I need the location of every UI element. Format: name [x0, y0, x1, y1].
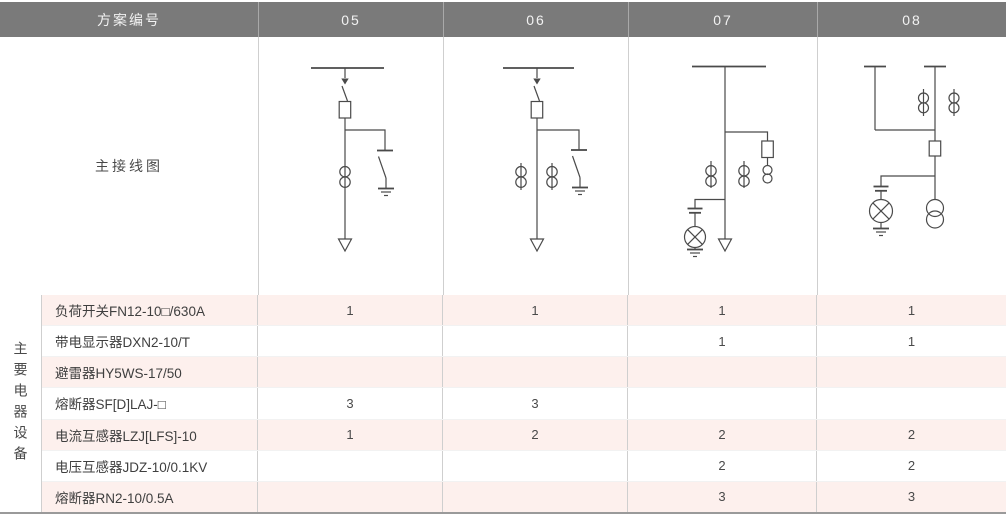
equipment-name: 避雷器HY5WS-17/50 [42, 357, 258, 388]
earthing-switch-icon [345, 129, 394, 197]
quantity-cell: 3 [907, 489, 916, 505]
quantity-cell: 3 [258, 388, 443, 419]
quantity-cell: 2 [628, 419, 817, 450]
current-transformer-icon [738, 161, 750, 188]
quantity-cell [443, 326, 628, 357]
outgoing-cable-arrow-icon [337, 238, 353, 253]
single-line-diagram-08-icon [864, 65, 960, 237]
load-switch-icon [533, 68, 541, 102]
quantity-cell [258, 357, 443, 388]
quantity-cell: 1 [907, 333, 916, 349]
quantity-cell [817, 388, 1006, 418]
current-transformer-icon [339, 165, 351, 188]
diagram-cell-05 [258, 37, 443, 295]
table-header-row: 方案编号 05 06 07 08 [0, 2, 1006, 37]
main-equipment-section: 主要电器设备 负荷开关FN12-10□/630A 1 1 1 1 带电显示器DX… [0, 295, 1006, 514]
current-transformer-icon [705, 161, 717, 188]
earthing-switch-icon [537, 129, 588, 196]
voltage-transformer-icon [925, 198, 945, 229]
equipment-name: 电流互感器LZJ[LFS]-10 [42, 419, 258, 450]
single-line-diagram-06-icon [503, 67, 588, 253]
ground-icon [687, 247, 703, 258]
capacitor-icon [873, 185, 889, 192]
equipment-name: 电压互感器JDZ-10/0.1KV [42, 450, 258, 481]
diagram-cell-08 [817, 37, 1006, 295]
quantity-cell [628, 357, 817, 388]
diagram-cell-07 [628, 37, 817, 295]
capacitor-icon [687, 207, 703, 214]
quantity-cell [443, 481, 628, 512]
equipment-section-label-cell: 主要电器设备 [0, 295, 42, 512]
equipment-section-label: 主要电器设备 [12, 340, 29, 467]
current-transformer-icon [917, 89, 930, 116]
quantity-cell: 1 [258, 419, 443, 450]
quantity-cell [258, 450, 443, 481]
fuse-icon [928, 140, 942, 157]
quantity-cell: 2 [907, 427, 916, 443]
live-display-icon [683, 198, 725, 258]
table-row: 避雷器HY5WS-17/50 [42, 356, 1006, 388]
quantity-cell: 1 [628, 295, 817, 326]
lamp-icon [868, 198, 894, 224]
table-row: 负荷开关FN12-10□/630A 1 1 1 1 [42, 295, 1006, 326]
load-switch-icon [341, 68, 349, 102]
quantity-cell: 1 [628, 326, 817, 357]
diagram-row-label: 主接线图 [95, 158, 163, 174]
table-row: 电压互感器JDZ-10/0.1KV 2 2 [42, 449, 1006, 481]
equipment-rows: 负荷开关FN12-10□/630A 1 1 1 1 带电显示器DXN2-10/T… [42, 295, 1006, 512]
single-line-diagram-07-icon [683, 65, 774, 258]
lamp-icon [683, 225, 707, 249]
incoming-terminal-icon [924, 65, 946, 141]
pt-branch [725, 131, 774, 184]
fuse-icon [761, 140, 774, 159]
quantity-cell: 3 [443, 388, 628, 419]
quantity-cell: 1 [443, 295, 628, 326]
scheme-05-header: 05 [258, 2, 443, 37]
scheme-number-header: 方案编号 [0, 2, 258, 37]
quantity-cell: 3 [628, 481, 817, 512]
diagram-cell-06 [443, 37, 628, 295]
fuse-icon [530, 100, 544, 119]
scheme-06-header: 06 [443, 2, 628, 37]
quantity-cell [817, 357, 1006, 387]
equipment-name: 负荷开关FN12-10□/630A [42, 295, 258, 326]
quantity-cell [258, 326, 443, 357]
live-display-icon [868, 175, 935, 237]
ground-icon [873, 222, 889, 237]
equipment-name: 熔断器SF[D]LAJ-□ [42, 388, 258, 419]
table-row: 熔断器SF[D]LAJ-□ 3 3 [42, 387, 1006, 419]
quantity-cell: 1 [907, 302, 916, 318]
table-row: 电流互感器LZJ[LFS]-10 1 2 2 2 [42, 418, 1006, 450]
diagram-label-cell: 主接线图 [0, 37, 258, 295]
scheme-08-header: 08 [817, 2, 1006, 37]
quantity-cell [628, 388, 817, 419]
quantity-cell: 2 [443, 419, 628, 450]
quantity-cell: 2 [907, 458, 916, 474]
current-transformer-icon [546, 163, 558, 190]
single-line-diagram-05-icon [311, 67, 394, 253]
incoming-terminal-icon [864, 65, 886, 130]
current-transformer-icon [948, 89, 960, 116]
equipment-name: 带电显示器DXN2-10/T [42, 326, 258, 357]
equipment-name: 熔断器RN2-10/0.5A [42, 481, 258, 512]
quantity-cell [443, 357, 628, 388]
quantity-cell [443, 450, 628, 481]
quantity-cell: 2 [628, 450, 817, 481]
voltage-transformer-icon [762, 164, 773, 184]
quantity-cell [258, 481, 443, 512]
outgoing-cable-arrow-icon [529, 238, 545, 253]
table-row: 熔断器RN2-10/0.5A 3 3 [42, 480, 1006, 512]
main-wiring-diagram-row: 主接线图 [0, 37, 1006, 295]
table-row: 带电显示器DXN2-10/T 1 1 [42, 325, 1006, 357]
current-transformer-icon [515, 163, 527, 190]
outgoing-cable-arrow-icon [717, 238, 733, 253]
quantity-cell: 1 [258, 295, 443, 326]
fuse-icon [338, 100, 352, 119]
scheme-07-header: 07 [628, 2, 817, 37]
